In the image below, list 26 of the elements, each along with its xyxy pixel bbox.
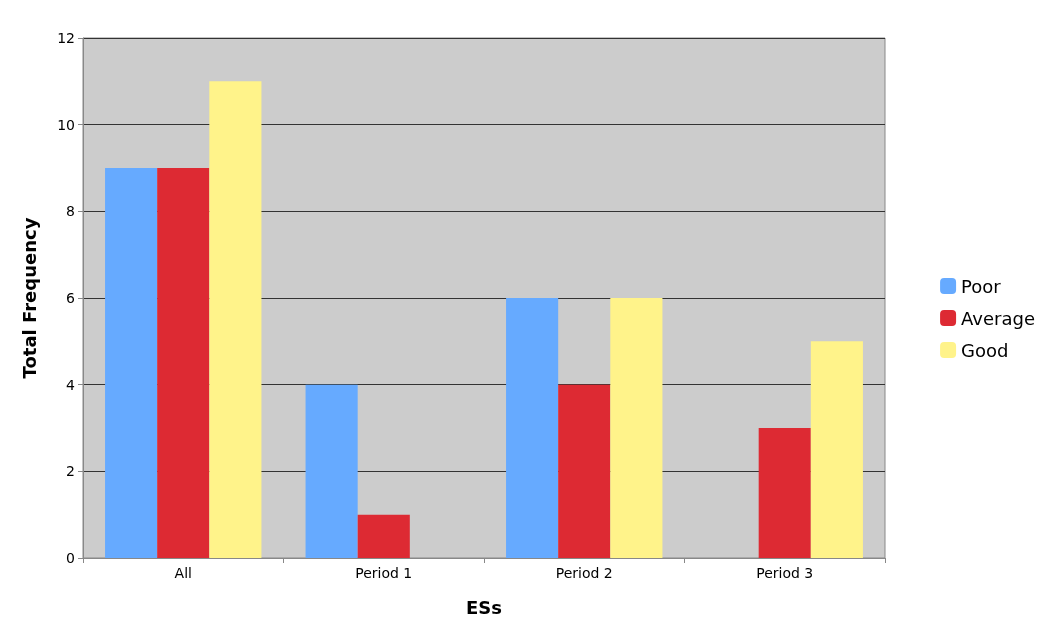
x-tick-label: Period 3 [756,565,814,581]
y-tick-label: 12 [57,30,75,46]
x-tick-label: All [174,565,192,581]
y-tick-label: 8 [66,203,75,220]
legend-label: Poor [961,275,1002,297]
y-tick-label: 10 [57,116,75,133]
x-tick-label: Period 2 [555,565,613,581]
bar [157,168,210,558]
y-tick-label: 4 [66,376,76,393]
bar [558,384,611,558]
bar [758,428,811,558]
x-axis-title: ESs [466,596,502,618]
y-tick-label: 2 [66,463,75,480]
y-tick-label: 0 [66,550,75,566]
legend-label: Average [961,307,1036,329]
y-axis-title: Total Frequency [18,217,40,379]
bar [357,514,410,558]
legend-label: Good [961,339,1009,361]
bar [105,168,158,558]
bar [305,384,358,558]
bar [810,341,863,558]
bar [610,298,663,558]
x-tick-label: Period 1 [355,565,413,581]
bar [506,298,559,558]
bar [209,81,262,558]
y-tick-label: 6 [66,290,76,306]
